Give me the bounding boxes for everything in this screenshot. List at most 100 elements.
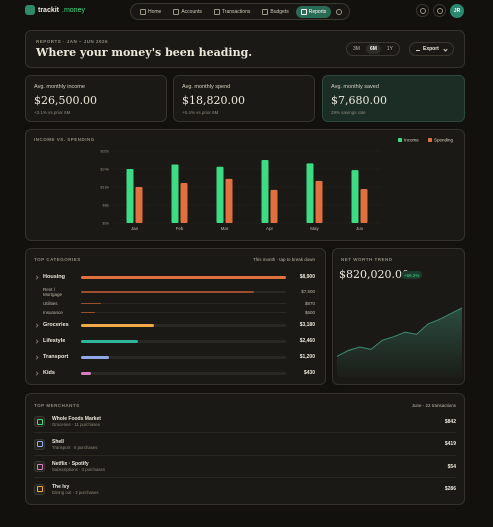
range-group: 3M 6M 1Y [346, 42, 401, 56]
range-button[interactable]: 1Y [386, 46, 394, 52]
category-bar [81, 355, 109, 359]
x-tick-label: Jan [131, 226, 139, 231]
y-tick-label: $16k [100, 185, 109, 190]
logo-suffix: .money [62, 6, 85, 14]
merchant-name: Shell [52, 438, 64, 445]
tab-label: Home [148, 8, 162, 15]
bar [171, 164, 179, 223]
kpi-value: $7,680.00 [331, 94, 387, 107]
categories-card: TOP CATEGORIES This month · tap to break … [25, 248, 326, 385]
subcategory-bar [81, 291, 254, 293]
divider [34, 477, 456, 478]
kpi-card: Avg. monthly income $26,500.00 +3.1% vs pr… [25, 75, 167, 122]
tab-icon [213, 8, 220, 15]
expand-chevron [34, 322, 39, 328]
y-tick-label: $32k [100, 149, 109, 154]
bar [126, 169, 134, 223]
subcategory-value: $7,500 [301, 289, 315, 294]
expand-chevron [34, 274, 39, 280]
merchant-name: Whole Foods Market [52, 416, 101, 422]
kpi-label: Avg. monthly income [34, 84, 85, 90]
logo: trackit .money [25, 5, 85, 15]
merchants-card: TOP MERCHANTS June · 22 transactions Whole… [25, 393, 465, 505]
kpi-card: Avg. monthly saved $7,680.00 29% savings r… [322, 75, 465, 122]
x-tick-label: Mar [221, 226, 229, 231]
merchant-amount: $54 [447, 463, 456, 470]
bar [135, 187, 143, 223]
icon-button[interactable] [416, 4, 429, 17]
range-button[interactable]: 6M [365, 44, 381, 54]
kpi-note: +3.1% vs prior 6M [34, 110, 71, 115]
card-title: TOP MERCHANTS [34, 403, 80, 408]
nav-tab[interactable]: Budgets [257, 6, 293, 18]
search-button[interactable] [333, 6, 345, 18]
subcategory-name: Insurance [43, 309, 63, 315]
legend-swatch [428, 138, 432, 142]
kpi-label: Avg. monthly spend [182, 84, 231, 90]
logo-text: trackit [38, 6, 60, 14]
merchant-icon [34, 438, 45, 450]
y-tick-label: $0k [103, 221, 109, 226]
category-bar [81, 323, 155, 327]
merchant-amount: $842 [444, 418, 456, 425]
subcategory-bar [81, 302, 102, 305]
card-subtitle: This month · tap to break down [252, 257, 315, 262]
tab-icon [300, 8, 307, 15]
merchant-amount: $286 [444, 486, 456, 492]
eyebrow: REPORTS · JAN – JUN 2026 [36, 39, 109, 44]
subcategory-bar [81, 311, 95, 314]
avatar[interactable]: JR [450, 4, 464, 18]
nav-tab[interactable]: Reports [295, 5, 332, 18]
subcategory-value: $870 [304, 300, 315, 306]
nav-tab[interactable]: Accounts [168, 6, 207, 18]
nav-tab[interactable]: Transactions [209, 6, 255, 18]
category-value: $2,460 [299, 338, 315, 344]
category-name: Lifestyle [43, 337, 66, 344]
tab-label: Transactions [221, 8, 251, 15]
merchant-detail: Groceries · 11 purchases [52, 422, 100, 427]
subcategory-name: Utilities [43, 300, 58, 306]
area [337, 307, 462, 377]
bar-track [81, 311, 286, 314]
logo-icon [25, 5, 35, 15]
expand-chevron [34, 370, 39, 376]
bar [270, 189, 278, 223]
tab-icon [173, 8, 180, 15]
icon-button[interactable] [433, 4, 446, 17]
merchant-glyph [36, 463, 43, 470]
bar [180, 182, 188, 223]
kpi-label: Avg. monthly saved [331, 84, 379, 90]
merchant-icon [34, 461, 45, 472]
x-tick-label: Apr [266, 226, 274, 231]
bar [315, 180, 323, 223]
kpi-note: +0.4% vs prior 6M [182, 110, 219, 115]
export-button[interactable]: Export [409, 42, 454, 56]
category-name: Housing [43, 273, 65, 280]
bar-track [81, 323, 286, 327]
nav-tab[interactable]: Home [135, 6, 166, 18]
income-chart: INCOME VS. SPENDING $0k $8k $16k $24k $32k Jan… [34, 137, 454, 231]
bar-track [81, 371, 286, 375]
subcategory-value: $600 [304, 309, 315, 315]
merchant-glyph [36, 418, 43, 425]
bar [306, 163, 314, 223]
merchant-glyph [36, 486, 43, 492]
category-bar [81, 371, 91, 375]
category-value: $8,900 [299, 274, 315, 280]
chart-title: INCOME VS. SPENDING [34, 137, 95, 142]
category-value: $1,200 [299, 354, 315, 360]
merchant-name: Netflix · Spotify [52, 461, 89, 467]
bar-track [81, 302, 286, 305]
bar [360, 189, 368, 223]
chevron [443, 46, 448, 52]
kpi-card: Avg. monthly spend $18,820.00 +0.4% vs pri… [173, 75, 315, 122]
subcategory-name: Rent / Mortgage [43, 286, 63, 297]
change-badge: +66.2% [401, 271, 423, 279]
bar [225, 178, 233, 223]
card-subtitle: June · 22 transactions [411, 403, 456, 408]
kpi-value: $18,820.00 [182, 94, 245, 107]
x-tick-label: Feb [176, 226, 184, 231]
range-button[interactable]: 3M [353, 46, 360, 52]
tab-icon [262, 8, 269, 15]
net-worth-card: NET WORTH TREND $820,020.00 +66.2% [332, 248, 465, 385]
